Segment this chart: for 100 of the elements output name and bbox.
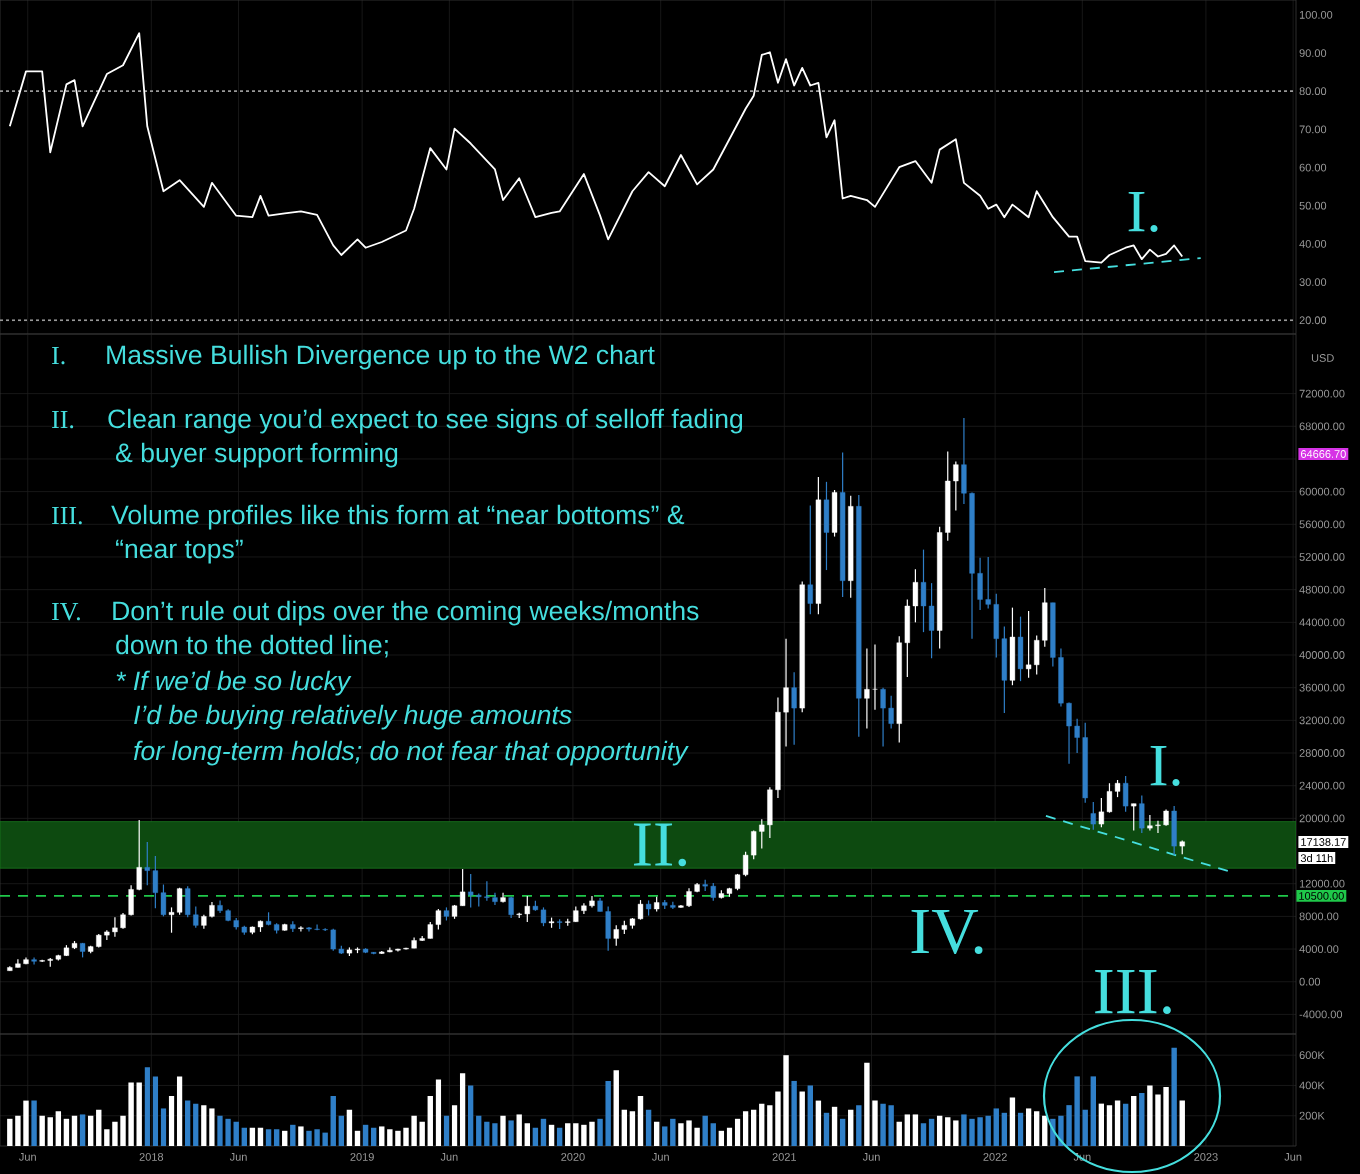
bar <box>459 1073 466 1146</box>
bar <box>783 1055 789 1146</box>
bar <box>185 1100 191 1146</box>
candlestick <box>880 687 886 748</box>
bar <box>1114 1100 1121 1146</box>
bar <box>39 1115 45 1146</box>
bar <box>1139 1093 1145 1146</box>
candlestick <box>484 880 490 902</box>
bar <box>848 1109 854 1146</box>
candlestick <box>920 549 927 633</box>
candlestick <box>1139 794 1145 834</box>
bar <box>443 1115 450 1146</box>
bar <box>791 1080 797 1146</box>
bar <box>23 1100 29 1146</box>
bar <box>977 1117 983 1146</box>
bar <box>330 1096 336 1146</box>
annotation: I’d be buying relatively huge amounts <box>134 704 572 730</box>
candlestick <box>637 899 644 921</box>
bar <box>613 1070 619 1146</box>
bar <box>742 1111 749 1146</box>
bar <box>435 1079 442 1146</box>
candlestick <box>791 671 797 746</box>
bar <box>759 1103 765 1146</box>
bar <box>718 1130 725 1146</box>
bar <box>249 1127 256 1146</box>
bar <box>1179 1100 1185 1146</box>
annotation: “near tops” <box>116 539 243 564</box>
bar <box>524 1123 530 1146</box>
bar <box>928 1118 935 1146</box>
bar <box>346 1109 353 1146</box>
candlestick <box>1025 610 1032 679</box>
candlestick <box>1090 801 1096 831</box>
bar <box>645 1109 652 1146</box>
bar <box>734 1118 741 1146</box>
bar <box>55 1111 62 1146</box>
bar <box>387 1129 393 1146</box>
candlestick <box>435 908 441 931</box>
bar <box>799 1091 805 1146</box>
candlestick <box>823 481 830 571</box>
bar <box>556 1127 563 1146</box>
bar <box>1098 1103 1105 1146</box>
bar <box>71 1115 78 1146</box>
candlestick <box>605 905 611 952</box>
annotation: III. <box>1095 969 1171 1015</box>
bar <box>581 1124 587 1146</box>
bar <box>839 1118 846 1146</box>
bar <box>945 1117 951 1146</box>
bar <box>864 1062 870 1146</box>
bar <box>1042 1115 1048 1146</box>
bar <box>888 1105 894 1146</box>
bar <box>540 1118 547 1146</box>
bar <box>920 1123 927 1146</box>
bar <box>63 1118 70 1146</box>
bar <box>128 1082 134 1146</box>
bar <box>807 1085 813 1146</box>
annotation: Clean range you’d expect to see signs of selloff fading <box>108 408 743 434</box>
candlestick <box>888 695 894 730</box>
bar <box>314 1129 320 1146</box>
bar <box>565 1123 571 1146</box>
bar <box>1074 1076 1080 1146</box>
bar <box>662 1126 668 1146</box>
bar <box>589 1121 595 1146</box>
candlestick <box>492 892 498 906</box>
candlestick <box>112 916 118 938</box>
annotation: down to the dotted line; <box>116 634 388 658</box>
bar <box>144 1067 150 1146</box>
bar <box>1106 1105 1113 1146</box>
bar <box>306 1130 312 1146</box>
bar <box>484 1121 490 1146</box>
bar <box>298 1126 304 1146</box>
bar <box>1025 1108 1032 1146</box>
bar <box>953 1120 959 1146</box>
bar <box>1090 1076 1096 1146</box>
bar <box>225 1118 231 1146</box>
bar <box>209 1108 215 1146</box>
annotation: IV. <box>52 602 80 621</box>
candlestick <box>217 899 223 914</box>
bar <box>710 1123 716 1146</box>
candlestick <box>1131 803 1137 832</box>
candlestick <box>540 906 547 927</box>
bar <box>241 1127 247 1146</box>
bar <box>273 1129 280 1146</box>
annotation: I. <box>1128 191 1158 233</box>
bar <box>896 1121 902 1146</box>
candlestick <box>144 841 150 886</box>
bar <box>282 1130 288 1146</box>
bar <box>961 1114 967 1146</box>
bar <box>411 1115 417 1146</box>
bar <box>290 1124 296 1146</box>
annotation: I. <box>1150 745 1180 787</box>
bar <box>217 1115 223 1146</box>
candlestick <box>1098 797 1105 828</box>
bar <box>702 1115 708 1146</box>
annotation: Massive Bullish Divergence up to the W2 chart <box>107 344 655 370</box>
candlestick <box>524 895 530 923</box>
bar <box>395 1130 401 1146</box>
annotation: III. <box>52 506 82 525</box>
bar <box>605 1080 611 1146</box>
bar <box>670 1118 676 1146</box>
bar <box>686 1120 692 1146</box>
